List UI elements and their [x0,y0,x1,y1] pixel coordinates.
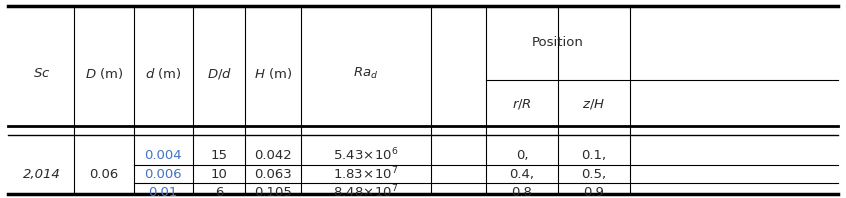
Text: $\mathit{H}$ (m): $\mathit{H}$ (m) [254,66,293,81]
Text: $Ra_d$: $Ra_d$ [353,66,378,81]
Text: 0.105: 0.105 [255,186,292,198]
Text: 0.042: 0.042 [255,149,292,162]
Text: $5.43\!\times\!10^6$: $5.43\!\times\!10^6$ [332,147,398,164]
Text: 6: 6 [215,186,223,198]
Text: $1.83\!\times\!10^7$: $1.83\!\times\!10^7$ [332,166,398,183]
Text: 10: 10 [211,168,228,181]
Text: $8.48\!\times\!10^7$: $8.48\!\times\!10^7$ [332,184,398,198]
Text: $\mathit{r/R}$: $\mathit{r/R}$ [512,97,532,111]
Text: 0,: 0, [516,149,528,162]
Text: 0.06: 0.06 [90,168,118,181]
Text: Position: Position [532,36,584,49]
Text: 0.9: 0.9 [584,186,604,198]
Text: 2,014: 2,014 [23,168,60,181]
Text: $\mathit{D/d}$: $\mathit{D/d}$ [206,66,232,81]
Text: 15: 15 [211,149,228,162]
Text: 0.063: 0.063 [255,168,292,181]
Text: 0.006: 0.006 [145,168,182,181]
Text: 0.01: 0.01 [149,186,178,198]
Text: $\mathit{z/H}$: $\mathit{z/H}$ [583,97,605,111]
Text: 0.4,: 0.4, [509,168,535,181]
Text: $\mathit{D}$ (m): $\mathit{D}$ (m) [85,66,124,81]
Text: 0.8: 0.8 [512,186,532,198]
Text: $\mathit{d}$ (m): $\mathit{d}$ (m) [145,66,182,81]
Text: 0.004: 0.004 [145,149,182,162]
Text: 0.1,: 0.1, [581,149,607,162]
Text: 0.5,: 0.5, [581,168,607,181]
Text: $\mathit{Sc}$: $\mathit{Sc}$ [33,67,50,80]
